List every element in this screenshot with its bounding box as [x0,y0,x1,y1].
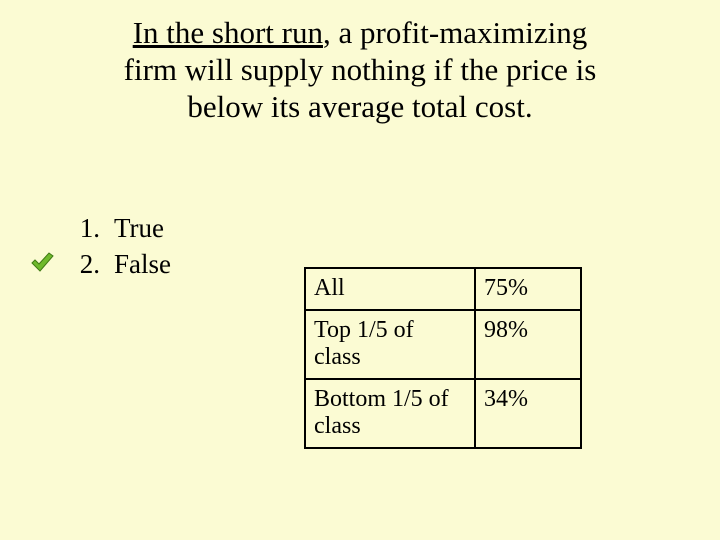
option-row: 1. True [60,210,171,246]
option-row: 2. False [60,246,171,282]
table-cell-value: 98% [475,310,581,379]
table-cell-value: 34% [475,379,581,448]
slide: In the short run, a profit-maximizing fi… [0,0,720,540]
option-number: 2. [60,246,114,282]
table-row: Bottom 1/5 of class 34% [305,379,581,448]
title-underlined-phrase: In the short run [133,15,323,50]
table-cell-label: Bottom 1/5 of class [305,379,475,448]
checkmark-icon [30,250,54,274]
option-label: True [114,210,164,246]
table-cell-label: Top 1/5 of class [305,310,475,379]
table-cell-label: All [305,268,475,310]
answer-options: 1. True 2. False [60,210,171,283]
table-row: Top 1/5 of class 98% [305,310,581,379]
option-label: False [114,246,171,282]
results-table: All 75% Top 1/5 of class 98% Bottom 1/5 … [304,267,582,449]
title-line2: firm will supply nothing if the price is [124,52,597,87]
table-row: All 75% [305,268,581,310]
question-title: In the short run, a profit-maximizing fi… [60,14,660,126]
table-cell-value: 75% [475,268,581,310]
title-line3: below its average total cost. [187,89,532,124]
option-number: 1. [60,210,114,246]
title-line1-rest: , a profit-maximizing [323,15,587,50]
